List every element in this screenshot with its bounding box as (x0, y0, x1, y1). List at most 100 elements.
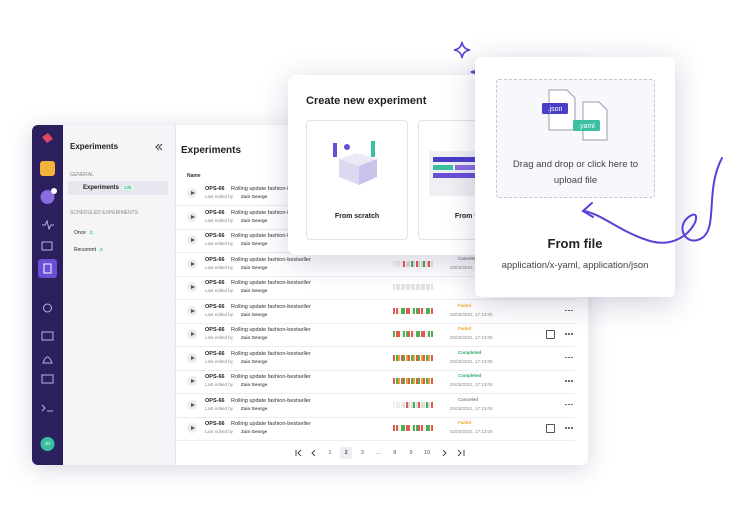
run-cell (395, 378, 398, 384)
dot (565, 356, 567, 358)
page-button[interactable]: 2 (340, 447, 353, 459)
page-button[interactable]: 9 (409, 450, 413, 456)
run-cell (428, 378, 430, 384)
editor-name: Zain George (241, 288, 268, 293)
play-button[interactable] (187, 258, 197, 269)
run-cell (425, 331, 428, 337)
table-row[interactable]: OPS-66 Rolling update fashion-bestseller L… (175, 323, 575, 347)
play-button[interactable] (187, 235, 197, 245)
edited-label: Last edited by (205, 194, 234, 199)
run-cell (415, 260, 418, 267)
run-cell (395, 354, 398, 361)
nav-item[interactable]: Recurrent 2 (74, 238, 105, 256)
run-cell (425, 425, 428, 431)
run-cell (428, 307, 430, 314)
run-cell (403, 401, 405, 408)
run-cell (418, 354, 420, 361)
run-cell (410, 307, 413, 314)
more-menu[interactable] (565, 356, 574, 360)
schedule-icon[interactable] (546, 330, 555, 339)
edited-label: Last edited by (205, 382, 234, 387)
option-label: From scratch (334, 213, 380, 220)
play-button[interactable] (187, 282, 197, 292)
next-page[interactable] (440, 450, 448, 456)
schedule-icon[interactable] (546, 424, 555, 433)
drop-hint: Drag and drop or click here to upload fi… (512, 159, 639, 186)
experiment-id: OPS-66 (205, 350, 225, 357)
run-cell (423, 260, 425, 267)
play-button[interactable] (187, 352, 197, 363)
run-cell (428, 425, 430, 431)
run-cell (403, 425, 405, 431)
run-cell (403, 260, 405, 267)
avatar[interactable]: JG (44, 441, 51, 446)
option-card[interactable]: From scratch (306, 120, 408, 240)
drop-zone[interactable]: .json .yaml Drag and drop or click here … (496, 79, 655, 198)
run-date: 02/03/2021, 17:13:00 (450, 405, 493, 411)
run-cell (420, 331, 423, 337)
play-button[interactable] (187, 211, 197, 222)
experiment-name: Rolling update fashion-bestseller (231, 421, 311, 427)
play-button[interactable] (187, 305, 197, 316)
play-button[interactable] (187, 423, 197, 433)
run-cell (405, 378, 408, 384)
editor-name: Zain George (241, 217, 268, 223)
page-button[interactable]: 3 (360, 450, 364, 456)
more-menu[interactable] (565, 333, 574, 336)
more-menu[interactable] (565, 309, 574, 313)
table-row[interactable]: OPS-66 Rolling update fashion-bestseller L… (175, 300, 575, 324)
more-menu[interactable] (565, 427, 574, 430)
run-cell (410, 354, 413, 361)
play-button[interactable] (187, 188, 197, 198)
run-cell (395, 260, 398, 267)
file-card[interactable]: .json .yaml Drag and drop or click here … (475, 57, 675, 297)
play-button[interactable] (187, 329, 197, 339)
dot (568, 380, 570, 382)
table-row[interactable]: OPS-66 Rolling update fashion-bestseller L… (175, 347, 575, 371)
page-button[interactable]: 10 (424, 450, 431, 456)
table-row[interactable]: OPS-66 Rolling update fashion-bestseller L… (175, 370, 575, 394)
experiment-id: OPS-66 (205, 209, 225, 216)
run-cell (425, 307, 428, 314)
dot (571, 380, 573, 382)
run-cell (430, 425, 433, 431)
edited-label: Last edited by (205, 264, 234, 270)
table-row[interactable]: OPS-66 Rolling update fashion-bestseller L… (175, 417, 575, 441)
nav-badge: 2 (97, 247, 105, 252)
run-cell (410, 401, 413, 408)
more-menu[interactable] (565, 403, 574, 407)
last-page[interactable] (455, 450, 467, 456)
side-panel: Experiments GENERAL Experiments 136 SCHE… (63, 125, 176, 465)
play-button[interactable] (187, 376, 197, 386)
run-cell (423, 307, 425, 314)
run-cell (423, 284, 425, 290)
collapse-icon[interactable] (155, 143, 163, 151)
run-cell (413, 425, 415, 431)
dot (565, 380, 567, 382)
file-title: From file (547, 236, 603, 251)
run-cell (420, 260, 423, 267)
run-cell (400, 354, 403, 361)
run-cell (408, 307, 410, 314)
experiment-id: OPS-66 (205, 303, 225, 310)
page-button[interactable]: 8 (393, 450, 397, 456)
prev-page[interactable] (310, 450, 318, 456)
column-header[interactable]: Name (187, 173, 201, 179)
run-cell (408, 260, 410, 267)
editor-name: Zain George (241, 264, 268, 270)
run-cell (415, 378, 418, 384)
nav-item[interactable]: Once 2 (74, 221, 95, 239)
edited-label: Last edited by (205, 429, 234, 434)
nav-item[interactable]: Experiments 136 (68, 181, 168, 195)
page-button[interactable]: 1 (328, 450, 332, 456)
run-cell (425, 354, 428, 361)
page-button[interactable]: ... (376, 450, 381, 456)
run-cell (413, 307, 415, 314)
table-row[interactable]: OPS-66 Rolling update fashion-bestseller L… (175, 394, 575, 418)
more-menu[interactable] (565, 380, 574, 383)
run-cell (395, 425, 398, 431)
run-cell (418, 284, 420, 290)
run-cell (413, 260, 415, 267)
first-page[interactable] (294, 450, 306, 456)
play-button[interactable] (187, 399, 197, 410)
